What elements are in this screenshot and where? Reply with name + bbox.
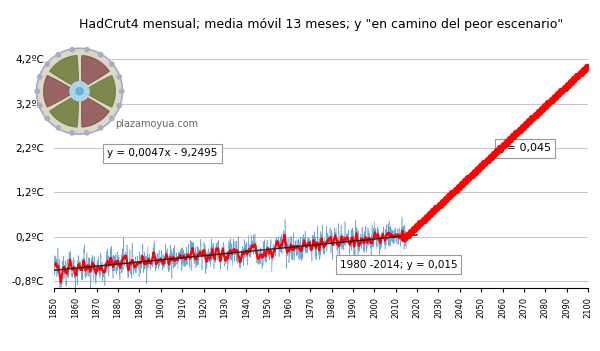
Polygon shape (89, 75, 115, 107)
Circle shape (110, 116, 114, 120)
Circle shape (38, 75, 42, 79)
Circle shape (117, 104, 121, 108)
Circle shape (37, 48, 122, 134)
Polygon shape (80, 55, 109, 86)
Circle shape (98, 126, 103, 130)
Text: 1980 -2014; y = 0,015: 1980 -2014; y = 0,015 (340, 260, 457, 270)
Text: y= 0,045: y= 0,045 (500, 143, 551, 153)
Circle shape (76, 88, 83, 95)
Polygon shape (50, 55, 79, 86)
Text: y = 0,0047x - 9,2495: y = 0,0047x - 9,2495 (107, 148, 218, 158)
Circle shape (85, 131, 89, 135)
Circle shape (117, 75, 121, 79)
Circle shape (38, 104, 42, 108)
Polygon shape (50, 97, 79, 127)
Circle shape (45, 116, 49, 120)
Circle shape (119, 89, 124, 93)
Circle shape (70, 131, 74, 135)
Circle shape (56, 53, 61, 57)
Circle shape (35, 89, 40, 93)
Polygon shape (80, 97, 109, 127)
Circle shape (70, 81, 89, 101)
Polygon shape (44, 75, 70, 107)
Text: plazamoyua.com: plazamoyua.com (115, 119, 199, 129)
Title: HadCrut4 mensual; media móvil 13 meses; y "en camino del peor escenario": HadCrut4 mensual; media móvil 13 meses; … (79, 18, 563, 31)
Circle shape (45, 62, 49, 66)
Circle shape (70, 47, 74, 52)
Circle shape (98, 53, 103, 57)
Circle shape (110, 62, 114, 66)
Circle shape (56, 126, 61, 130)
Circle shape (85, 47, 89, 52)
